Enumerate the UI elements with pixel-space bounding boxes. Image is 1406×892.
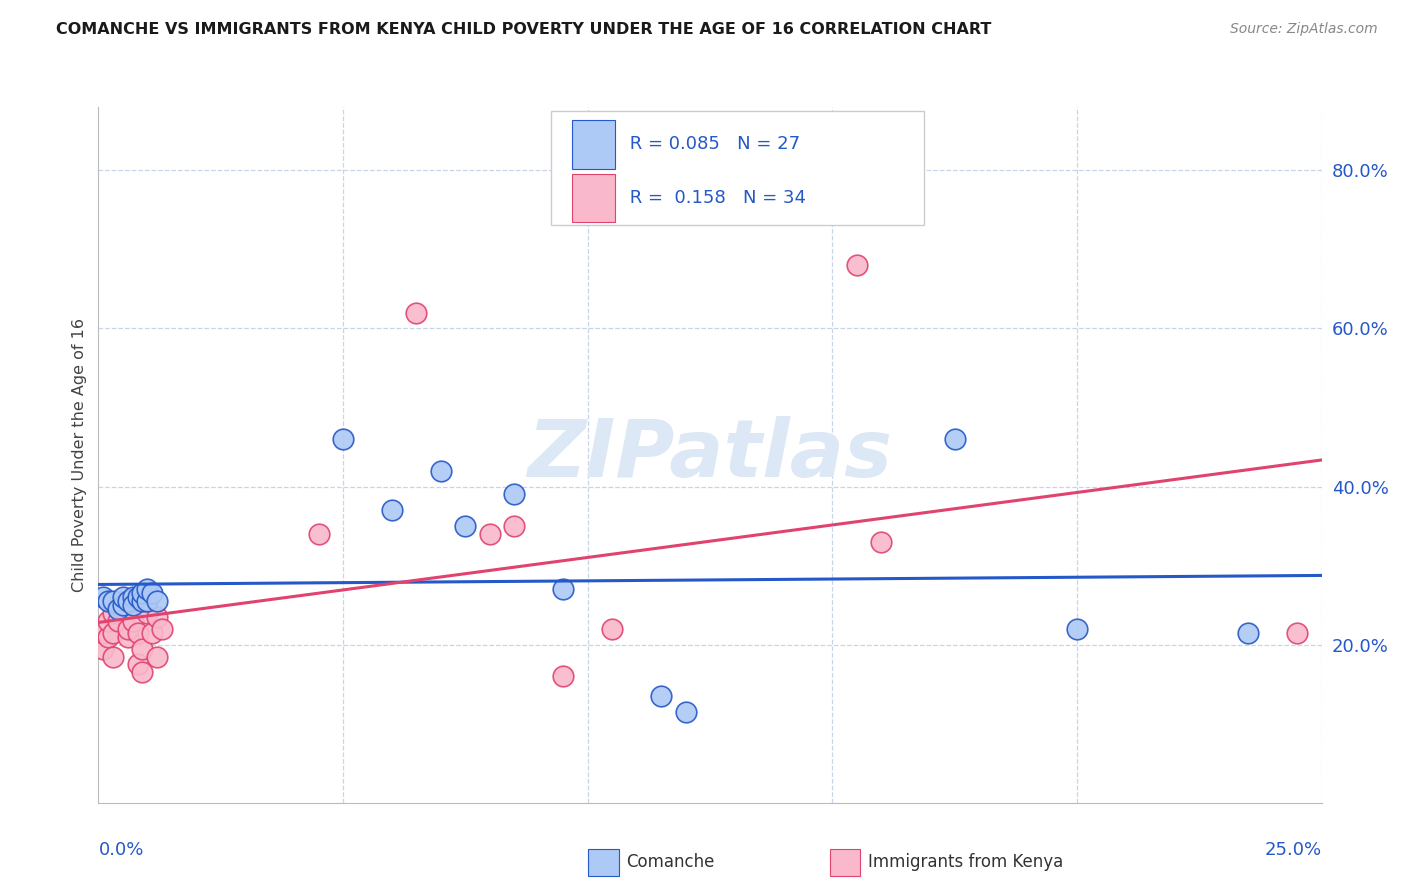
- Point: [91, 591, 114, 605]
- Point: [107, 598, 129, 612]
- Point: [107, 614, 129, 628]
- Point: [121, 614, 143, 628]
- Point: [121, 598, 143, 612]
- Point: [111, 591, 134, 605]
- Bar: [572, 174, 614, 222]
- Point: [381, 503, 404, 517]
- Point: [111, 598, 134, 612]
- Point: [117, 630, 139, 644]
- Point: [121, 591, 143, 605]
- Point: [127, 625, 149, 640]
- Point: [503, 519, 526, 533]
- Point: [111, 594, 134, 608]
- Point: [146, 594, 169, 608]
- Point: [675, 705, 697, 719]
- Point: [308, 527, 330, 541]
- Text: Source: ZipAtlas.com: Source: ZipAtlas.com: [1230, 22, 1378, 37]
- Point: [332, 432, 354, 446]
- Text: COMANCHE VS IMMIGRANTS FROM KENYA CHILD POVERTY UNDER THE AGE OF 16 CORRELATION : COMANCHE VS IMMIGRANTS FROM KENYA CHILD …: [56, 22, 991, 37]
- Point: [141, 625, 163, 640]
- Point: [150, 622, 173, 636]
- Point: [146, 649, 169, 664]
- Point: [101, 606, 124, 620]
- Point: [97, 630, 120, 644]
- Point: [121, 594, 143, 608]
- Text: 0.0%: 0.0%: [98, 841, 143, 859]
- Point: [136, 594, 159, 608]
- Point: [101, 649, 124, 664]
- Point: [127, 591, 149, 605]
- Point: [136, 606, 159, 620]
- Point: [131, 594, 153, 608]
- FancyBboxPatch shape: [551, 111, 924, 226]
- Point: [845, 258, 868, 272]
- Point: [503, 487, 526, 501]
- Point: [97, 594, 120, 608]
- Text: Comanche: Comanche: [626, 853, 714, 871]
- Point: [146, 610, 169, 624]
- Text: R =  0.158   N = 34: R = 0.158 N = 34: [624, 189, 807, 207]
- Point: [141, 586, 163, 600]
- Point: [107, 602, 129, 616]
- Y-axis label: Child Poverty Under the Age of 16: Child Poverty Under the Age of 16: [72, 318, 87, 592]
- Point: [553, 582, 575, 597]
- Point: [117, 594, 139, 608]
- Point: [136, 582, 159, 597]
- Point: [91, 641, 114, 656]
- Point: [1286, 625, 1309, 640]
- Point: [478, 527, 501, 541]
- Point: [1237, 625, 1260, 640]
- Point: [454, 519, 477, 533]
- Point: [553, 669, 575, 683]
- Point: [131, 586, 153, 600]
- Point: [101, 625, 124, 640]
- Bar: [572, 120, 614, 169]
- Point: [136, 594, 159, 608]
- Point: [943, 432, 966, 446]
- Point: [111, 602, 134, 616]
- Point: [131, 641, 153, 656]
- Text: Immigrants from Kenya: Immigrants from Kenya: [868, 853, 1063, 871]
- Text: ZIPatlas: ZIPatlas: [527, 416, 893, 494]
- Point: [405, 305, 427, 319]
- Text: R = 0.085   N = 27: R = 0.085 N = 27: [624, 136, 800, 153]
- Point: [131, 665, 153, 680]
- Point: [1066, 622, 1088, 636]
- Point: [97, 614, 120, 628]
- Point: [430, 464, 453, 478]
- Point: [127, 657, 149, 672]
- Text: 25.0%: 25.0%: [1264, 841, 1322, 859]
- Point: [600, 622, 623, 636]
- Point: [117, 622, 139, 636]
- Point: [870, 534, 893, 549]
- Point: [650, 689, 672, 703]
- Point: [101, 594, 124, 608]
- Point: [91, 625, 114, 640]
